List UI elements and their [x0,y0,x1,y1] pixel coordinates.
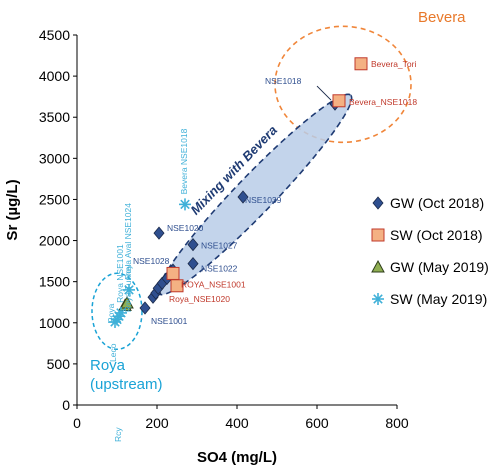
point-label: NSE1022 [201,264,238,274]
x-tick-label: 600 [305,415,329,431]
y-tick-label: 1000 [39,315,70,331]
point-label: ROYA_NSE1001 [181,279,246,289]
point-diamond-0-7 [153,226,165,240]
y-tick-label: 1500 [39,274,70,290]
point-diamond-0-8 [187,238,199,252]
point-square-1-1 [170,279,184,293]
roya-region-ellipse [91,272,143,351]
y-tick-label: 4000 [39,68,70,84]
point-asterisk-3-5 [109,315,121,328]
x-tick-label: 400 [225,415,249,431]
point-diamond-0-10 [237,190,249,204]
point-label: Bevera_NSE1018 [349,97,417,107]
point-triangle-2-1 [120,296,134,309]
chart-axes: 0 500 1000 1500 2000 2500 3000 3500 4000 4500 0 200… [39,27,409,431]
point-asterisk-3-2 [115,306,127,319]
point-label: Roya NSE1001 [115,244,125,303]
x-tick-label: 800 [385,415,409,431]
asterisk-stroke [180,199,190,210]
asterisk-stroke [373,294,383,304]
chart-legend: GW (Oct 2018) SW (Oct 2018) GW (May 2019) S… [371,195,489,307]
y-tick-label: 500 [47,356,71,372]
legend-entry-2: GW (May 2019) [390,259,489,275]
asterisk-stroke [124,285,134,295]
y-tick-label: 3500 [39,109,70,125]
roya-region-label: Roya [90,357,126,374]
point-label: Roya_NSE1020 [169,294,230,304]
y-tick-label: 3000 [39,150,70,166]
point-square-1-0 [166,266,180,280]
point-asterisk-3-4 [179,198,191,211]
y-tick-label: 2000 [39,233,70,249]
point-label: Bevera_Tori [371,59,416,69]
y-axis-title: Sr (µg/L) [4,179,21,240]
point-asterisk-3-3 [123,283,135,296]
legend-marker-2 [371,259,385,273]
roya-small-label: Leco [108,343,118,362]
legend-entry-0: GW (Oct 2018) [390,195,484,211]
y-tick-label: 2500 [39,191,70,207]
point-label: NSE1028 [133,256,170,266]
bevera-region-label: Bevera [418,9,466,26]
point-label: NSE1020 [167,223,204,233]
point-label: Roya [106,303,116,323]
point-label: Roya Aval NSE1024 [123,203,133,280]
legend-entry-3: SW (May 2019) [390,291,487,307]
y-tick-label: 4500 [39,27,70,43]
x-axis-title: SO4 (mg/L) [197,449,277,466]
x-tick-label: 0 [73,415,81,431]
chart-points [109,57,368,328]
point-label: NSE1001 [151,316,188,326]
point-label: NSE1018 [265,76,302,86]
legend-marker-3 [372,293,384,305]
legend-marker-1 [371,228,385,242]
leader-line [316,85,332,101]
point-square-1-3 [332,94,346,108]
point-label: NSE1027 [201,241,238,251]
point-label: NSE1039 [245,195,282,205]
asterisk-stroke [110,317,120,327]
point-diamond-0-0 [139,301,151,315]
x-tick-label: 200 [145,415,169,431]
roya-small-label: Rcy [113,427,123,442]
point-diamond-0-9 [187,256,199,271]
roya-region-label-upstream: (upstream) [90,376,163,393]
point-label: Bevera NSE1018 [179,128,189,194]
point-square-1-2 [354,57,368,71]
point-label: Roya Tunnel [123,264,133,312]
chart-point-labels: NSE1001 NSE1028 NSE1020 NSE1027 NSE1022 NSE10… [106,59,417,442]
legend-marker-0 [372,196,384,210]
legend-entry-1: SW (Oct 2018) [390,227,483,243]
asterisk-stroke [116,308,126,318]
y-tick-label: 0 [62,397,70,413]
